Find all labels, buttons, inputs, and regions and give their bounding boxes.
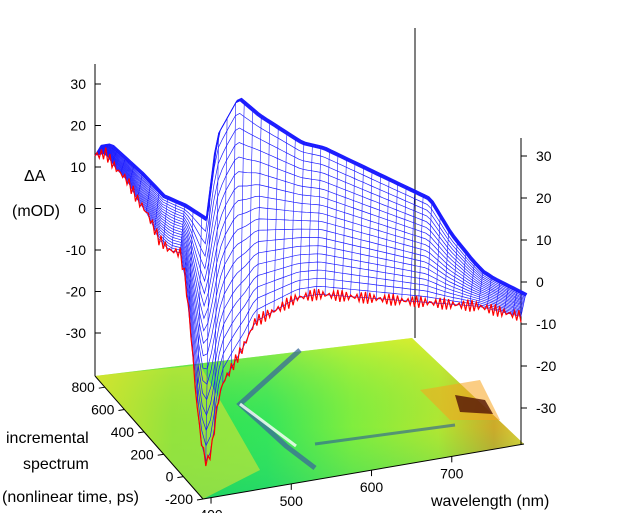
z-tick-label-left: 0 — [78, 201, 86, 217]
mesh-line — [99, 100, 526, 297]
mesh-line — [248, 108, 255, 337]
surface-mesh — [94, 97, 528, 462]
y-tick — [196, 498, 204, 501]
mesh-line — [282, 131, 289, 307]
y-tick — [157, 453, 164, 456]
x-tick-label: 500 — [280, 493, 304, 509]
z-tick-label-left: -20 — [66, 284, 86, 300]
x-tick-label: 700 — [440, 465, 464, 481]
mesh-line — [307, 143, 315, 297]
mesh-line — [188, 209, 195, 312]
mesh-line — [512, 289, 519, 315]
mesh-line — [273, 126, 281, 312]
mesh-line — [333, 153, 340, 296]
mesh-line — [128, 164, 136, 184]
y-tick — [177, 476, 184, 479]
z-tick-label-right: -10 — [536, 316, 556, 332]
mesh-line — [486, 275, 494, 309]
x-tick-label: 400 — [199, 507, 223, 513]
z-tick-label-right: 0 — [536, 274, 544, 290]
z-tick-label-right: 10 — [536, 232, 552, 248]
y-tick-label: 800 — [71, 379, 95, 395]
zlabel-unit: (mOD) — [12, 203, 60, 220]
mesh-line — [214, 130, 221, 429]
z-tick-label-left: 20 — [70, 118, 86, 134]
y-tick — [118, 409, 125, 412]
y-tick-label: 200 — [130, 446, 154, 462]
z-tick-label-right: -30 — [536, 400, 556, 416]
z-tick-label-left: -10 — [66, 242, 86, 258]
mesh-line — [427, 201, 434, 303]
y-tick-label: -200 — [165, 491, 193, 507]
mesh-line — [205, 184, 213, 462]
mesh-line — [520, 293, 528, 317]
mesh-line — [503, 284, 511, 313]
mesh-line — [384, 178, 391, 300]
mesh-line — [316, 145, 323, 295]
ylabel-line-3: (nonlinear time, ps) — [2, 489, 139, 506]
mesh-line — [401, 186, 408, 301]
y-tick-label: 0 — [166, 469, 174, 485]
mesh-line — [99, 112, 526, 298]
mesh-line — [435, 215, 443, 304]
mesh-line — [324, 149, 332, 295]
mesh-line — [256, 115, 264, 321]
mesh-line — [375, 174, 383, 299]
mesh-line — [358, 165, 366, 298]
mesh-line — [392, 182, 400, 300]
x-tick-label: 600 — [360, 479, 384, 495]
mesh-line — [222, 115, 230, 384]
z-tick-label-left: 30 — [70, 76, 86, 92]
y-tick — [98, 386, 105, 389]
mesh-line — [231, 99, 238, 369]
mesh-line — [99, 100, 526, 297]
front-edge-spectrum — [94, 147, 522, 467]
mesh-line — [97, 149, 524, 308]
mesh-line — [341, 157, 349, 297]
mesh-line — [120, 156, 127, 174]
mesh-line — [265, 120, 272, 317]
mesh-line — [367, 169, 374, 298]
xlabel: wavelength (nm) — [430, 493, 549, 510]
mesh-line — [196, 214, 204, 408]
mesh-line — [97, 148, 525, 304]
z-tick-label-right: 30 — [536, 148, 552, 164]
ylabel-line-1: incremental — [6, 430, 89, 447]
mesh-line — [350, 161, 357, 297]
mesh-line — [96, 150, 523, 357]
mesh-line — [409, 190, 417, 302]
z-tick-label-right: 20 — [536, 190, 552, 206]
mesh-line — [96, 150, 524, 344]
mesh-line — [179, 203, 187, 253]
mesh-line — [137, 172, 144, 200]
mesh-line — [495, 280, 502, 311]
z-tick-label-right: -20 — [536, 358, 556, 374]
mesh-line — [444, 229, 451, 304]
ylabel-line-2: spectrum — [23, 456, 89, 473]
mesh-line — [154, 190, 161, 230]
mesh-line — [290, 137, 298, 302]
mesh-line — [469, 261, 477, 306]
mesh-line — [96, 151, 523, 370]
z-tick-label-left: 10 — [70, 159, 86, 175]
z-tick-label-left: -30 — [66, 325, 86, 341]
mesh-line — [162, 196, 170, 244]
mesh-line — [145, 181, 153, 213]
y-tick — [138, 431, 145, 434]
mesh-line — [452, 240, 460, 305]
mesh-line — [98, 127, 525, 299]
mesh-line — [171, 200, 178, 251]
y-tick-label: 400 — [111, 424, 135, 440]
mesh-line — [111, 149, 119, 163]
mesh-line — [418, 194, 426, 302]
mesh-line — [461, 251, 468, 306]
mesh-line — [299, 141, 306, 298]
mesh-line — [239, 101, 247, 353]
mesh-line — [478, 270, 485, 307]
mesh-line — [96, 151, 523, 385]
zlabel-symbol: ΔA — [24, 168, 46, 185]
y-tick-label: 600 — [91, 402, 115, 418]
